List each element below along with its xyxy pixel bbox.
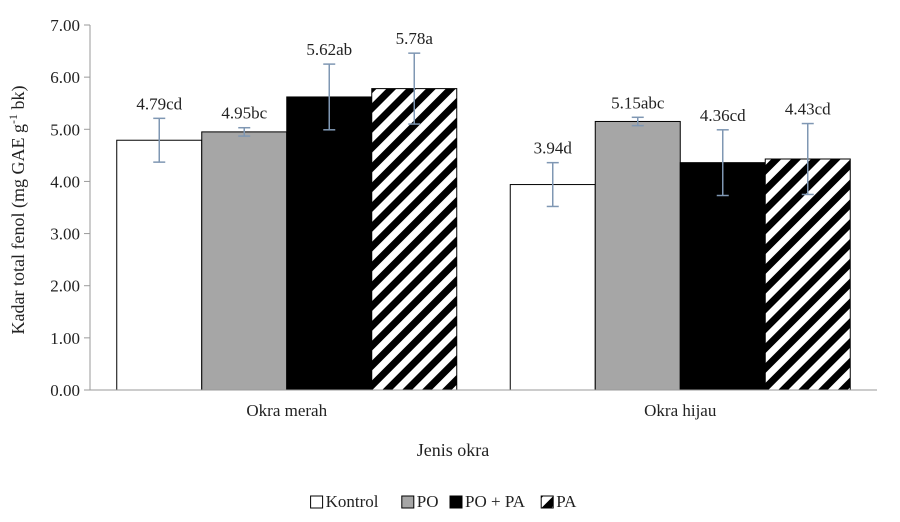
data-label: 5.15abc [611, 93, 665, 112]
y-tick-label: 6.00 [50, 68, 80, 87]
y-axis-ticks: 0.00 1.00 2.00 3.00 4.00 5.00 6.00 7.00 [50, 16, 90, 400]
bar [764, 158, 851, 391]
legend-label: Kontrol [326, 492, 379, 511]
data-label: 3.94d [534, 139, 573, 158]
data-label: 4.43cd [785, 100, 831, 119]
legend-label: PA [556, 492, 577, 511]
y-axis-title-main: Kadar total fenol (mg GAE g [8, 124, 29, 334]
x-category-label: Okra merah [246, 401, 327, 420]
legend-swatch [449, 495, 463, 509]
y-tick-label: 5.00 [50, 120, 80, 139]
legend-label: PO + PA [465, 492, 526, 511]
y-tick-label: 4.00 [50, 172, 80, 191]
data-label: 5.78a [396, 29, 434, 48]
bars-group: 4.79cd 4.95bc 5.62ab 5.78a 3.94d 5.15abc 4.36c… [116, 29, 851, 391]
data-label: 5.62ab [306, 40, 352, 59]
legend-label: PO [417, 492, 439, 511]
legend: Kontrol PO PO + PA PA [310, 492, 577, 511]
y-axis-title: Kadar total fenol (mg GAE g-1 bk) [6, 86, 29, 335]
legend-swatch [401, 495, 415, 509]
bar [679, 162, 766, 391]
y-tick-label: 0.00 [50, 381, 80, 400]
bar [201, 131, 288, 391]
y-axis-title-superscript: -1 [6, 114, 20, 124]
y-tick-label: 3.00 [50, 225, 80, 244]
x-category-label: Okra hijau [644, 401, 717, 420]
bar [116, 139, 203, 391]
bar [371, 88, 458, 391]
legend-swatch [310, 495, 324, 509]
y-tick-label: 2.00 [50, 277, 80, 296]
y-tick-label: 7.00 [50, 16, 80, 35]
x-axis-title: Jenis okra [417, 440, 489, 460]
x-axis-labels: Okra merah Okra hijau [246, 401, 716, 420]
bar [594, 120, 681, 391]
bar [286, 96, 373, 391]
legend-swatch [540, 495, 554, 509]
data-label: 4.95bc [221, 104, 267, 123]
y-axis-title-tail: bk) [8, 86, 29, 115]
y-tick-label: 1.00 [50, 329, 80, 348]
axes-group [89, 25, 877, 391]
data-label: 4.79cd [136, 94, 182, 113]
bar [509, 184, 596, 391]
data-label: 4.36cd [700, 106, 746, 125]
